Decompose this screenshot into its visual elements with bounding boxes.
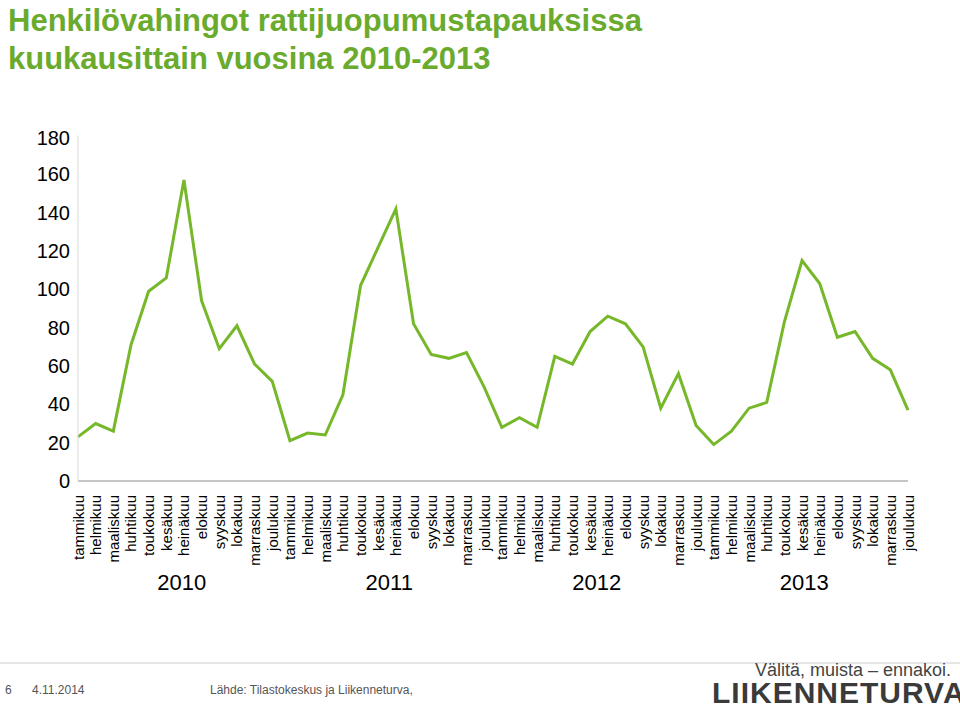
svg-text:140: 140: [37, 202, 70, 224]
svg-text:lokakuu: lokakuu: [228, 495, 245, 547]
svg-text:tammikuu: tammikuu: [70, 495, 87, 560]
svg-text:syyskuu: syyskuu: [635, 495, 652, 549]
svg-text:20: 20: [48, 432, 70, 454]
html-text:Henkilövahingot rattijuopumust: Henkilövahingot rattijuopumustapauksissa…: [8, 3, 642, 76]
svg-text:80: 80: [48, 317, 70, 339]
svg-text:joulukuu: joulukuu: [476, 495, 493, 552]
svg-text:huhtikuu: huhtikuu: [546, 495, 563, 552]
svg-text:helmikuu: helmikuu: [511, 495, 528, 555]
svg-text:toukokuu: toukokuu: [352, 495, 369, 556]
svg-text:tammikuu: tammikuu: [281, 495, 298, 560]
svg-text:helmikuu: helmikuu: [723, 495, 740, 555]
html-text:2011: 2011: [365, 570, 413, 595]
svg-text:marraskuu: marraskuu: [882, 495, 899, 566]
svg-text:syyskuu: syyskuu: [211, 495, 228, 549]
svg-text:160: 160: [37, 163, 70, 185]
svg-text:elokuu: elokuu: [617, 495, 634, 539]
html-text:2010: 2010: [157, 570, 207, 595]
svg-text:toukokuu: toukokuu: [776, 495, 793, 556]
svg-text:syyskuu: syyskuu: [847, 495, 864, 549]
svg-text:elokuu: elokuu: [405, 495, 422, 539]
svg-text:marraskuu: marraskuu: [670, 495, 687, 566]
svg-text:maaliskuu: maaliskuu: [317, 495, 334, 563]
svg-text:marraskuu: marraskuu: [458, 495, 475, 566]
svg-text:heinäkuu: heinäkuu: [387, 495, 404, 556]
svg-text:180: 180: [37, 127, 70, 149]
svg-text:maaliskuu: maaliskuu: [741, 495, 758, 563]
svg-text:joulukuu: joulukuu: [688, 495, 705, 552]
svg-text:huhtikuu: huhtikuu: [758, 495, 775, 552]
svg-text:kesäkuu: kesäkuu: [582, 495, 599, 551]
html-text:2012: 2012: [572, 570, 622, 595]
html-text:4.11.2014: 4.11.2014: [32, 683, 85, 697]
svg-text:joulukuu: joulukuu: [900, 495, 917, 552]
svg-text:toukokuu: toukokuu: [140, 495, 157, 556]
svg-text:heinäkuu: heinäkuu: [175, 495, 192, 556]
svg-text:kesäkuu: kesäkuu: [158, 495, 175, 551]
svg-text:60: 60: [48, 355, 70, 377]
svg-text:elokuu: elokuu: [829, 495, 846, 539]
svg-text:syyskuu: syyskuu: [423, 495, 440, 549]
svg-text:marraskuu: marraskuu: [246, 495, 263, 566]
svg-text:lokakuu: lokakuu: [652, 495, 669, 547]
svg-text:maaliskuu: maaliskuu: [529, 495, 546, 563]
html-text:2013: 2013: [779, 570, 829, 595]
svg-text:huhtikuu: huhtikuu: [122, 495, 139, 552]
svg-text:toukokuu: toukokuu: [564, 495, 581, 556]
svg-text:120: 120: [37, 240, 70, 262]
svg-text:kesäkuu: kesäkuu: [794, 495, 811, 551]
svg-text:elokuu: elokuu: [193, 495, 210, 539]
html-text:Lähde: Tilastokeskus ja Liiken: Lähde: Tilastokeskus ja Liikenneturva,: [210, 683, 413, 697]
svg-text:lokakuu: lokakuu: [440, 495, 457, 547]
svg-text:0: 0: [59, 470, 70, 492]
svg-text:maaliskuu: maaliskuu: [105, 495, 122, 563]
svg-text:40: 40: [48, 393, 70, 415]
svg-text:tammikuu: tammikuu: [493, 495, 510, 560]
svg-text:huhtikuu: huhtikuu: [334, 495, 351, 552]
svg-text:kesäkuu: kesäkuu: [370, 495, 387, 551]
svg-text:lokakuu: lokakuu: [864, 495, 881, 547]
svg-text:joulukuu: joulukuu: [264, 495, 281, 552]
svg-text:heinäkuu: heinäkuu: [599, 495, 616, 556]
svg-text:tammikuu: tammikuu: [705, 495, 722, 560]
html-text:Välitä, muista – ennakoi.: Välitä, muista – ennakoi.: [755, 660, 952, 680]
html-text:6: 6: [5, 683, 12, 697]
svg-text:helmikuu: helmikuu: [299, 495, 316, 555]
svg-text:heinäkuu: heinäkuu: [811, 495, 828, 556]
svg-text:100: 100: [37, 278, 70, 300]
svg-text:helmikuu: helmikuu: [87, 495, 104, 555]
